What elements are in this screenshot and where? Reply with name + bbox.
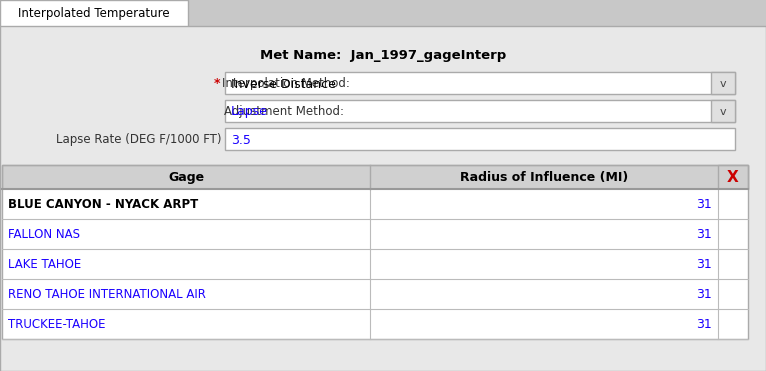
Text: RENO TAHOE INTERNATIONAL AIR: RENO TAHOE INTERNATIONAL AIR bbox=[8, 288, 206, 301]
Bar bbox=[2, 249, 748, 279]
Text: Gage: Gage bbox=[168, 171, 204, 184]
Text: Interpolation Method:: Interpolation Method: bbox=[222, 78, 350, 91]
Text: 31: 31 bbox=[696, 288, 712, 301]
Bar bbox=[2, 219, 748, 249]
Text: 31: 31 bbox=[696, 257, 712, 270]
Bar bbox=[2, 279, 748, 309]
Text: 31: 31 bbox=[696, 197, 712, 210]
Text: X: X bbox=[727, 170, 739, 184]
Text: Radius of Influence (MI): Radius of Influence (MI) bbox=[460, 171, 628, 184]
Text: Lapse Rate (DEG F/1000 FT): Lapse Rate (DEG F/1000 FT) bbox=[55, 134, 221, 147]
Text: 3.5: 3.5 bbox=[231, 134, 251, 147]
Bar bbox=[718, 165, 748, 189]
Bar bbox=[0, 0, 766, 26]
Bar bbox=[0, 0, 188, 27]
Text: v: v bbox=[720, 79, 726, 89]
Text: *: * bbox=[214, 78, 220, 91]
Text: 31: 31 bbox=[696, 227, 712, 240]
Bar bbox=[225, 128, 735, 150]
Text: Lapse: Lapse bbox=[231, 105, 268, 118]
Bar bbox=[2, 189, 748, 219]
Text: v: v bbox=[720, 107, 726, 117]
Text: 31: 31 bbox=[696, 318, 712, 331]
Text: FALLON NAS: FALLON NAS bbox=[8, 227, 80, 240]
Bar bbox=[2, 165, 748, 189]
Text: Adjustment Method:: Adjustment Method: bbox=[224, 105, 344, 118]
Text: Met Name:  Jan_1997_gageInterp: Met Name: Jan_1997_gageInterp bbox=[260, 49, 506, 62]
Text: TRUCKEE-TAHOE: TRUCKEE-TAHOE bbox=[8, 318, 106, 331]
Text: BLUE CANYON - NYACK ARPT: BLUE CANYON - NYACK ARPT bbox=[8, 197, 198, 210]
Bar bbox=[711, 72, 735, 94]
Text: Inverse Distance: Inverse Distance bbox=[231, 78, 336, 91]
Bar bbox=[2, 309, 748, 339]
Bar bbox=[2, 165, 748, 339]
Bar bbox=[225, 72, 735, 94]
Text: Interpolated Temperature: Interpolated Temperature bbox=[18, 7, 170, 20]
Bar bbox=[225, 100, 735, 122]
Bar bbox=[711, 100, 735, 122]
Text: LAKE TAHOE: LAKE TAHOE bbox=[8, 257, 81, 270]
